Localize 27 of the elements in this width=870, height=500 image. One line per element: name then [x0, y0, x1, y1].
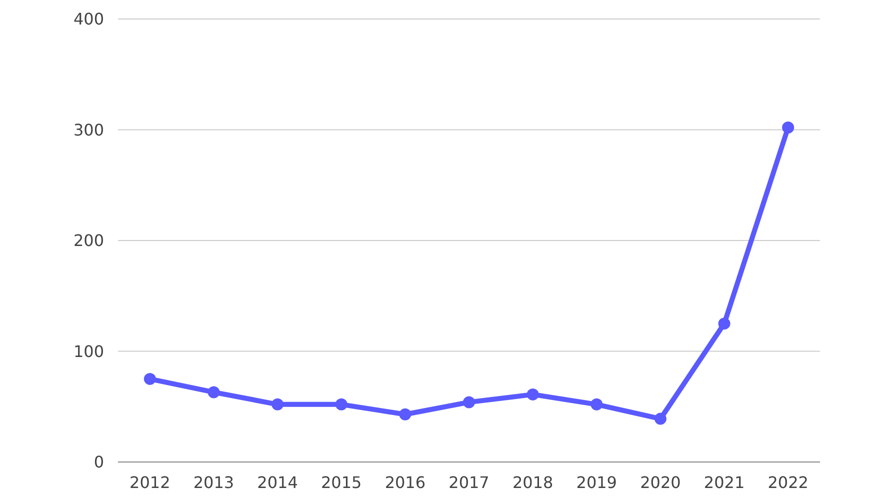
y-tick-label: 300: [73, 120, 104, 140]
x-tick-label: 2021: [704, 473, 745, 492]
point: [590, 398, 603, 410]
x-tick-label: 2020: [640, 473, 681, 492]
x-tick-label: 2018: [512, 473, 554, 492]
point: [463, 396, 475, 408]
x-tick-label: 2013: [193, 473, 234, 492]
x-tick-label: 2012: [130, 473, 170, 492]
y-tick-label: 0: [94, 452, 104, 472]
point: [335, 398, 348, 410]
y-tick-label: 100: [73, 342, 104, 361]
x-tick-label: 2022: [768, 473, 808, 492]
point: [654, 412, 666, 425]
point: [144, 372, 156, 385]
x-tick-label: 2015: [321, 473, 362, 492]
y-tick-label: 200: [73, 231, 104, 250]
point: [399, 408, 412, 420]
x-tick-label: 2014: [257, 473, 298, 492]
point: [718, 318, 730, 330]
point: [208, 386, 220, 398]
point: [782, 122, 794, 134]
x-tick-label: 2019: [576, 473, 617, 492]
point: [526, 388, 539, 400]
y-tick-label: 400: [73, 10, 104, 29]
x-tick-label: 2016: [384, 473, 426, 492]
x-tick-label: 2017: [448, 473, 490, 492]
point: [272, 398, 284, 410]
